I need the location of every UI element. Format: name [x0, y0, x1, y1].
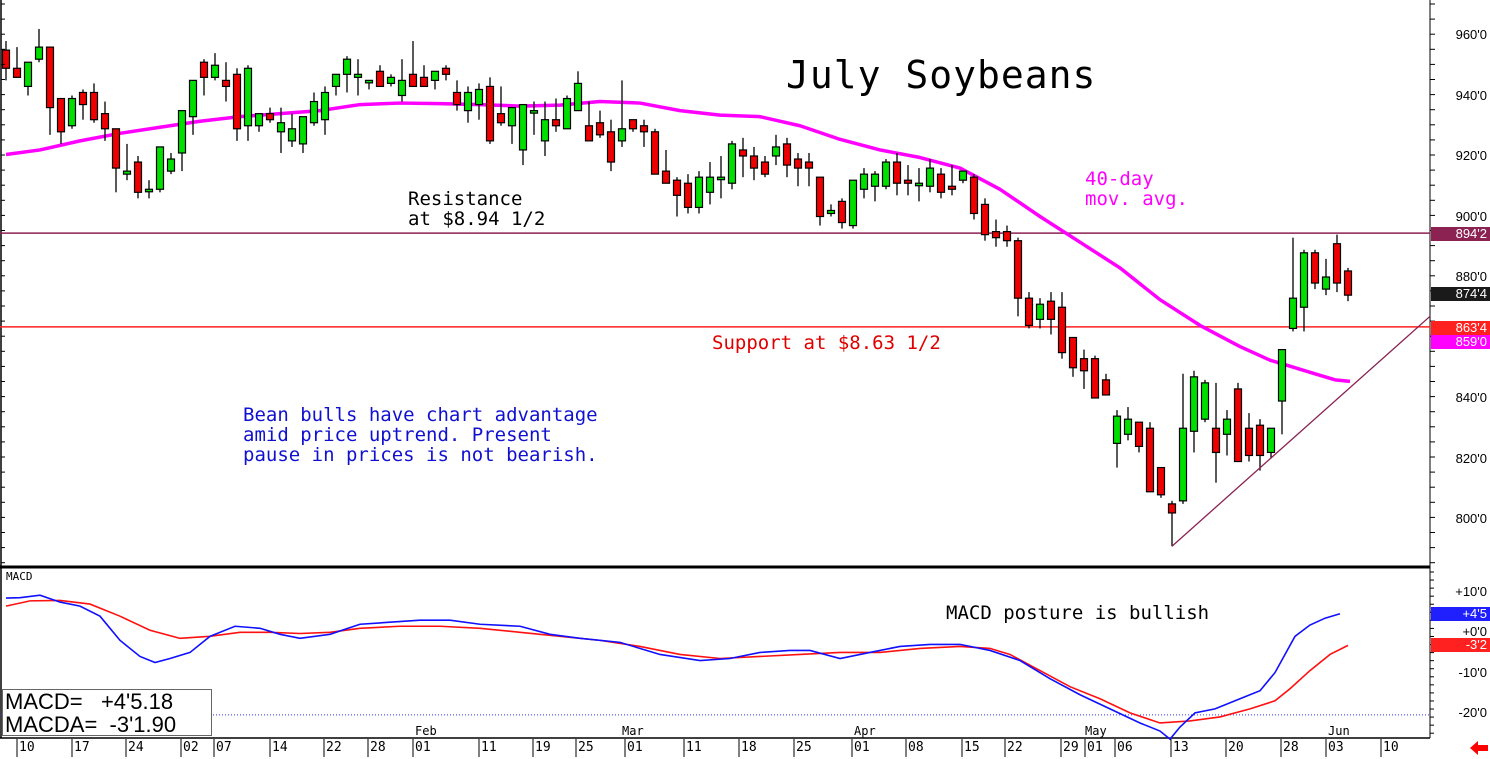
date-tick: 22 — [326, 740, 342, 755]
chart-title: July Soybeans — [786, 53, 1097, 97]
price-tick: 940'0 — [1455, 87, 1487, 103]
date-tick: 24 — [128, 740, 144, 755]
date-tick: 10 — [1383, 740, 1399, 755]
last-price-tag: 874'4 — [1431, 286, 1490, 301]
price-tick: 900'0 — [1455, 208, 1487, 224]
axes — [1, 3, 1435, 757]
date-tick: 14 — [272, 740, 288, 755]
candlestick-series — [1, 28, 1353, 547]
macda-tag: -3'2 — [1431, 638, 1490, 653]
moving-average-line — [5, 99, 1351, 384]
support-tag: 863'4 — [1431, 321, 1490, 335]
macd-panel — [0, 594, 1430, 741]
price-tick: 840'0 — [1455, 390, 1487, 405]
macd-tag: +4'5 — [1431, 606, 1490, 621]
macd-tick: -10'0 — [1458, 664, 1487, 680]
date-tick: 13 — [1173, 740, 1189, 755]
date-tick: 18 — [741, 740, 757, 755]
plot-frame — [0, 0, 1431, 739]
date-tick: 28 — [1283, 740, 1299, 755]
month-label: Mar — [622, 724, 644, 738]
macd-readout-box: MACD= +4'5.18 MACDA= -3'1.90 — [2, 689, 212, 736]
date-tick: 01 — [1087, 740, 1103, 755]
price-tick: 800'0 — [1455, 511, 1487, 526]
date-tick: 10 — [19, 740, 35, 755]
resistance-tag: 894'2 — [1431, 226, 1490, 241]
macd-tick: +0'0 — [1462, 624, 1487, 640]
date-tick: 01 — [415, 740, 431, 755]
date-tick: 22 — [1007, 740, 1023, 755]
date-tick: 29 — [1063, 740, 1079, 755]
commentary-text: Bean bulls have chart advantage amid pri… — [243, 404, 598, 466]
resistance-label: Resistance at $8.94 1/2 — [408, 188, 546, 230]
date-tick: 07 — [216, 740, 232, 755]
price-tick: 920'0 — [1455, 148, 1487, 163]
date-tick: 25 — [796, 740, 812, 755]
month-label: May — [1085, 724, 1107, 738]
date-tick: 20 — [1228, 740, 1244, 755]
date-tick: 28 — [370, 740, 386, 755]
date-tick: 15 — [964, 740, 980, 755]
date-tick: 02 — [183, 740, 199, 755]
moving-average-label: 40-day mov. avg. — [1085, 168, 1188, 210]
date-tick: 06 — [1117, 740, 1133, 755]
date-tick: 01 — [854, 740, 870, 755]
price-tick: 880'0 — [1455, 269, 1487, 284]
date-tick: 01 — [627, 740, 643, 755]
price-tick: 960'0 — [1455, 27, 1487, 42]
macd-panel-title: MACD — [6, 570, 33, 583]
macd-tick: +10'0 — [1455, 584, 1487, 599]
support-label: Support at $8.63 1/2 — [712, 332, 941, 354]
date-tick: 11 — [686, 740, 702, 755]
date-tick: 19 — [535, 740, 551, 755]
moving-average-tag: 859'0 — [1431, 335, 1490, 349]
left-arrow-icon[interactable] — [1470, 741, 1488, 755]
macd-commentary: MACD posture is bullish — [946, 602, 1210, 624]
month-label: Jun — [1328, 724, 1350, 738]
support-resistance-lines — [0, 232, 1430, 328]
month-label: Feb — [415, 724, 437, 738]
date-tick: 08 — [908, 740, 924, 755]
date-tick: 17 — [74, 740, 90, 755]
price-tick: 820'0 — [1455, 450, 1487, 466]
macd-tick: -20'0 — [1458, 704, 1487, 720]
month-label: Apr — [854, 724, 876, 738]
uptrend-line — [1171, 315, 1431, 547]
macda-value: MACDA= -3'1.90 — [5, 712, 177, 737]
macd-value: MACD= +4'5.18 — [5, 689, 174, 714]
date-tick: 25 — [578, 740, 594, 755]
date-tick: 03 — [1328, 740, 1344, 755]
date-tick: 11 — [481, 740, 497, 755]
